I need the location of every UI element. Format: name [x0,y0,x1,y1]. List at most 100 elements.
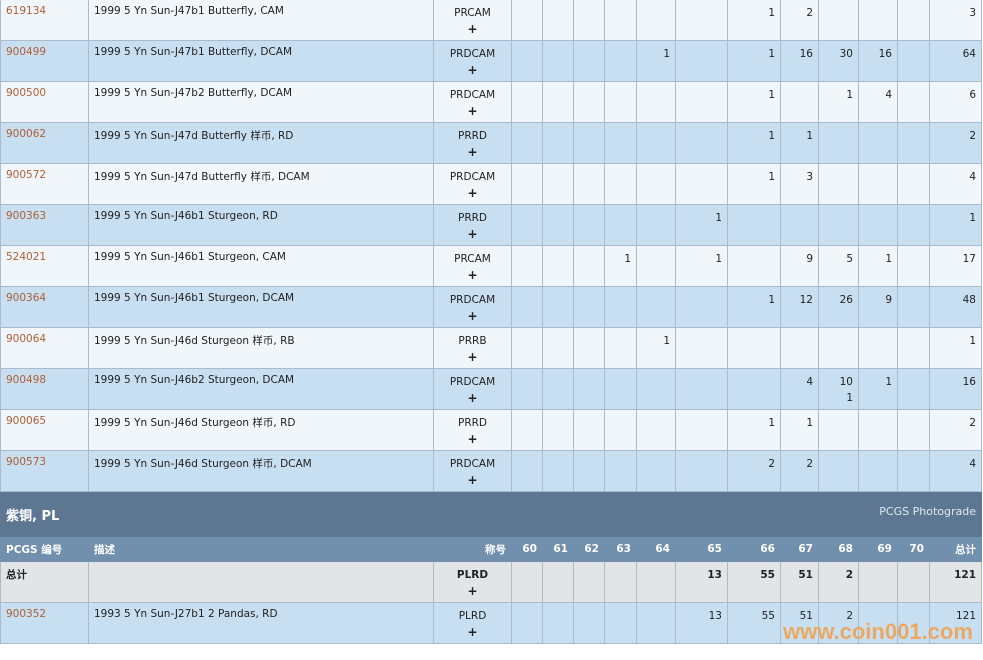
col-header-grade-60[interactable]: 60 [511,536,543,562]
plus-icon[interactable]: + [467,22,478,36]
grade-64-count[interactable]: 1 [636,327,676,369]
grade-68-count [818,327,859,369]
grade-69-count[interactable]: 4 [858,81,898,123]
plus-icon[interactable]: + [467,268,478,282]
grade-67-count[interactable]: 1 [780,122,819,164]
pcgs-code-link[interactable]: 900499 [6,46,47,58]
grade-66-count[interactable]: 1 [727,0,781,41]
pcgs-code-link[interactable]: 900363 [6,210,47,222]
pcgs-code-link[interactable]: 900572 [6,169,47,181]
pcgs-code-link[interactable]: 900498 [6,374,47,386]
grade-66-count[interactable]: 1 [727,409,781,451]
grade-68-count[interactable]: 2 [818,602,859,644]
plus-icon[interactable]: + [467,227,478,241]
grade-67-count[interactable]: 16 [780,40,819,82]
plus-icon[interactable]: + [467,63,478,77]
grade-66-count[interactable]: 1 [727,81,781,123]
grade-67-count[interactable]: 51 [780,561,819,603]
pcgs-code-link[interactable]: 900573 [6,456,47,468]
grade-65-count[interactable]: 1 [675,204,728,246]
section-header: 紫铜, PL PCGS Photograde [0,491,982,537]
col-header-code[interactable]: PCGS 编号 [0,536,89,562]
col-header-designation[interactable]: 称号 [433,536,512,562]
col-header-grade-68[interactable]: 68 [818,536,859,562]
grade-62-count [573,602,605,644]
grade-66-count[interactable]: 1 [727,163,781,205]
grade-67-count[interactable]: 51 [780,602,819,644]
pcgs-code-link[interactable]: 900364 [6,292,47,304]
pcgs-code-link[interactable]: 900065 [6,415,47,427]
col-header-grade-62[interactable]: 62 [573,536,605,562]
grade-65-count[interactable]: 13 [675,561,728,603]
grade-63-count[interactable]: 1 [604,245,637,287]
grade-69-count [858,0,898,41]
col-header-grade-61[interactable]: 61 [542,536,574,562]
pcgs-code-link[interactable]: 900064 [6,333,47,345]
pcgs-code-link[interactable]: 900352 [6,608,47,620]
plus-icon[interactable]: + [467,391,478,405]
grade-67-count[interactable]: 4 [780,368,819,410]
plus-icon[interactable]: + [467,309,478,323]
pcgs-code-link[interactable]: 900062 [6,128,47,140]
col-header-grade-63[interactable]: 63 [604,536,637,562]
grade-61-count [542,81,574,123]
col-header-total[interactable]: 总计 [929,536,982,562]
pcgs-code-link[interactable]: 524021 [6,251,47,263]
description-cell [88,561,434,603]
grade-69-count[interactable]: 1 [858,368,898,410]
grade-67-count[interactable]: 12 [780,286,819,328]
col-header-grade-65[interactable]: 65 [675,536,728,562]
grade-67-count[interactable]: 9 [780,245,819,287]
plus-icon[interactable]: + [467,145,478,159]
col-header-grade-64[interactable]: 64 [636,536,676,562]
col-header-grade-67[interactable]: 67 [780,536,819,562]
grade-65-count[interactable]: 1 [675,245,728,287]
col-header-grade-66[interactable]: 66 [727,536,781,562]
plus-icon[interactable]: + [467,625,478,639]
table-row: 900572 1999 5 Yn Sun-J47d Butterfly 样币, D… [0,163,982,205]
grade-66-count[interactable]: 55 [727,602,781,644]
grade-64-count[interactable]: 1 [636,40,676,82]
grade-67-count[interactable]: 3 [780,163,819,205]
col-header-desc[interactable]: 描述 [88,536,434,562]
grade-66-count[interactable]: 2 [727,450,781,492]
code-cell: 900498 [0,368,89,410]
grade-66-count[interactable]: 1 [727,40,781,82]
grade-68-count[interactable]: 26 [818,286,859,328]
grade-70-count [897,368,930,410]
designation-cell: PRRD + [433,409,512,451]
plus-icon[interactable]: + [467,473,478,487]
plus-icon[interactable]: + [467,432,478,446]
grade-68-count[interactable]: 5 [818,245,859,287]
grade-66-count[interactable]: 1 [727,286,781,328]
grade-69-count[interactable]: 16 [858,40,898,82]
designation-label: PRRD [457,417,487,429]
grade-68-count[interactable]: 10 1 [818,368,859,410]
plus-icon[interactable]: + [467,186,478,200]
plus-icon[interactable]: + [467,104,478,118]
grade-67-count[interactable]: 1 [780,409,819,451]
grade-67-count [780,204,819,246]
grade-67-count[interactable]: 2 [780,0,819,41]
grade-68-count[interactable]: 1 [818,81,859,123]
col-header-grade-70[interactable]: 70 [897,536,930,562]
pcgs-code-link[interactable]: 619134 [6,5,47,17]
grade-68-count[interactable]: 2 [818,561,859,603]
grade-66-count[interactable]: 1 [727,122,781,164]
grade-64-count [636,81,676,123]
grade-67-count[interactable]: 2 [780,450,819,492]
pcgs-code-link[interactable]: 900500 [6,87,47,99]
grade-68-count[interactable]: 30 [818,40,859,82]
grade-69-count[interactable]: 1 [858,245,898,287]
designation-label: PRCAM [454,253,491,265]
plus-icon[interactable]: + [467,350,478,364]
plus-icon[interactable]: + [467,584,478,598]
grade-65-count[interactable]: 13 [675,602,728,644]
grade-65-count [675,0,728,41]
photograde-link[interactable]: PCGS Photograde [879,504,976,518]
grade-66-count[interactable]: 55 [727,561,781,603]
grade-64-count [636,409,676,451]
code-cell: 900500 [0,81,89,123]
col-header-grade-69[interactable]: 69 [858,536,898,562]
grade-69-count[interactable]: 9 [858,286,898,328]
